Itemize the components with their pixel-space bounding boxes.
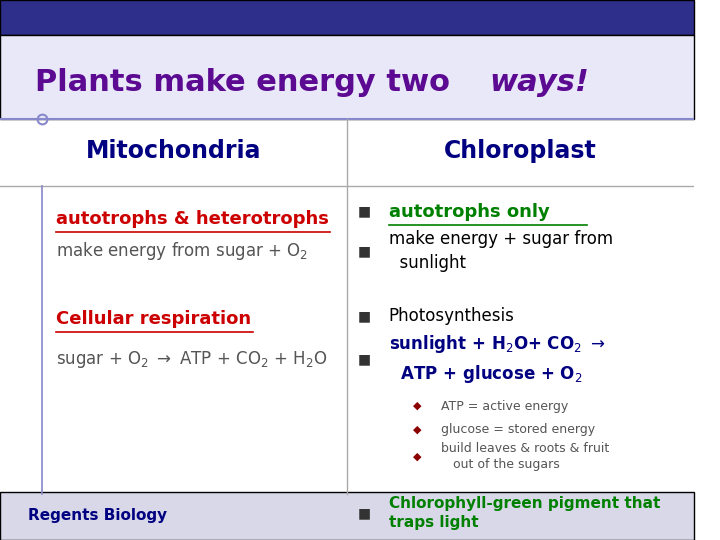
Text: sugar + O$_2$ $\rightarrow$ ATP + CO$_2$ + H$_2$O: sugar + O$_2$ $\rightarrow$ ATP + CO$_2$… [55,349,327,369]
Text: sunlight + H$_2$O+ CO$_2$ $\rightarrow$
  ATP + glucose + O$_2$: sunlight + H$_2$O+ CO$_2$ $\rightarrow$ … [389,333,606,385]
Text: ◆: ◆ [413,401,421,411]
Text: autotrophs only: autotrophs only [389,202,549,221]
Text: Photosynthesis: Photosynthesis [389,307,515,325]
FancyBboxPatch shape [0,0,694,35]
Text: build leaves & roots & fruit
   out of the sugars: build leaves & roots & fruit out of the … [441,442,609,471]
Text: Chloroplast: Chloroplast [444,139,597,163]
Text: ■: ■ [358,244,371,258]
Text: ■: ■ [358,506,371,520]
Text: Plants make energy two: Plants make energy two [35,68,460,97]
Text: Mitochondria: Mitochondria [86,139,261,163]
FancyBboxPatch shape [0,492,694,540]
Text: ■: ■ [358,309,371,323]
Text: ◆: ◆ [413,424,421,434]
Text: ATP = active energy: ATP = active energy [441,400,568,413]
Text: ■: ■ [358,205,371,219]
Text: ◆: ◆ [413,451,421,461]
Text: make energy from sugar + O$_2$: make energy from sugar + O$_2$ [55,240,307,262]
Text: glucose = stored energy: glucose = stored energy [441,423,595,436]
Text: Regents Biology: Regents Biology [28,508,167,523]
Text: make energy + sugar from
  sunlight: make energy + sugar from sunlight [389,230,613,272]
Text: ■: ■ [358,352,371,366]
FancyBboxPatch shape [0,35,694,119]
Text: Cellular respiration: Cellular respiration [55,309,251,328]
Text: ways!: ways! [490,68,589,97]
Text: autotrophs & heterotrophs: autotrophs & heterotrophs [55,210,328,228]
Text: Chlorophyll-green pigment that
traps light: Chlorophyll-green pigment that traps lig… [389,496,660,530]
